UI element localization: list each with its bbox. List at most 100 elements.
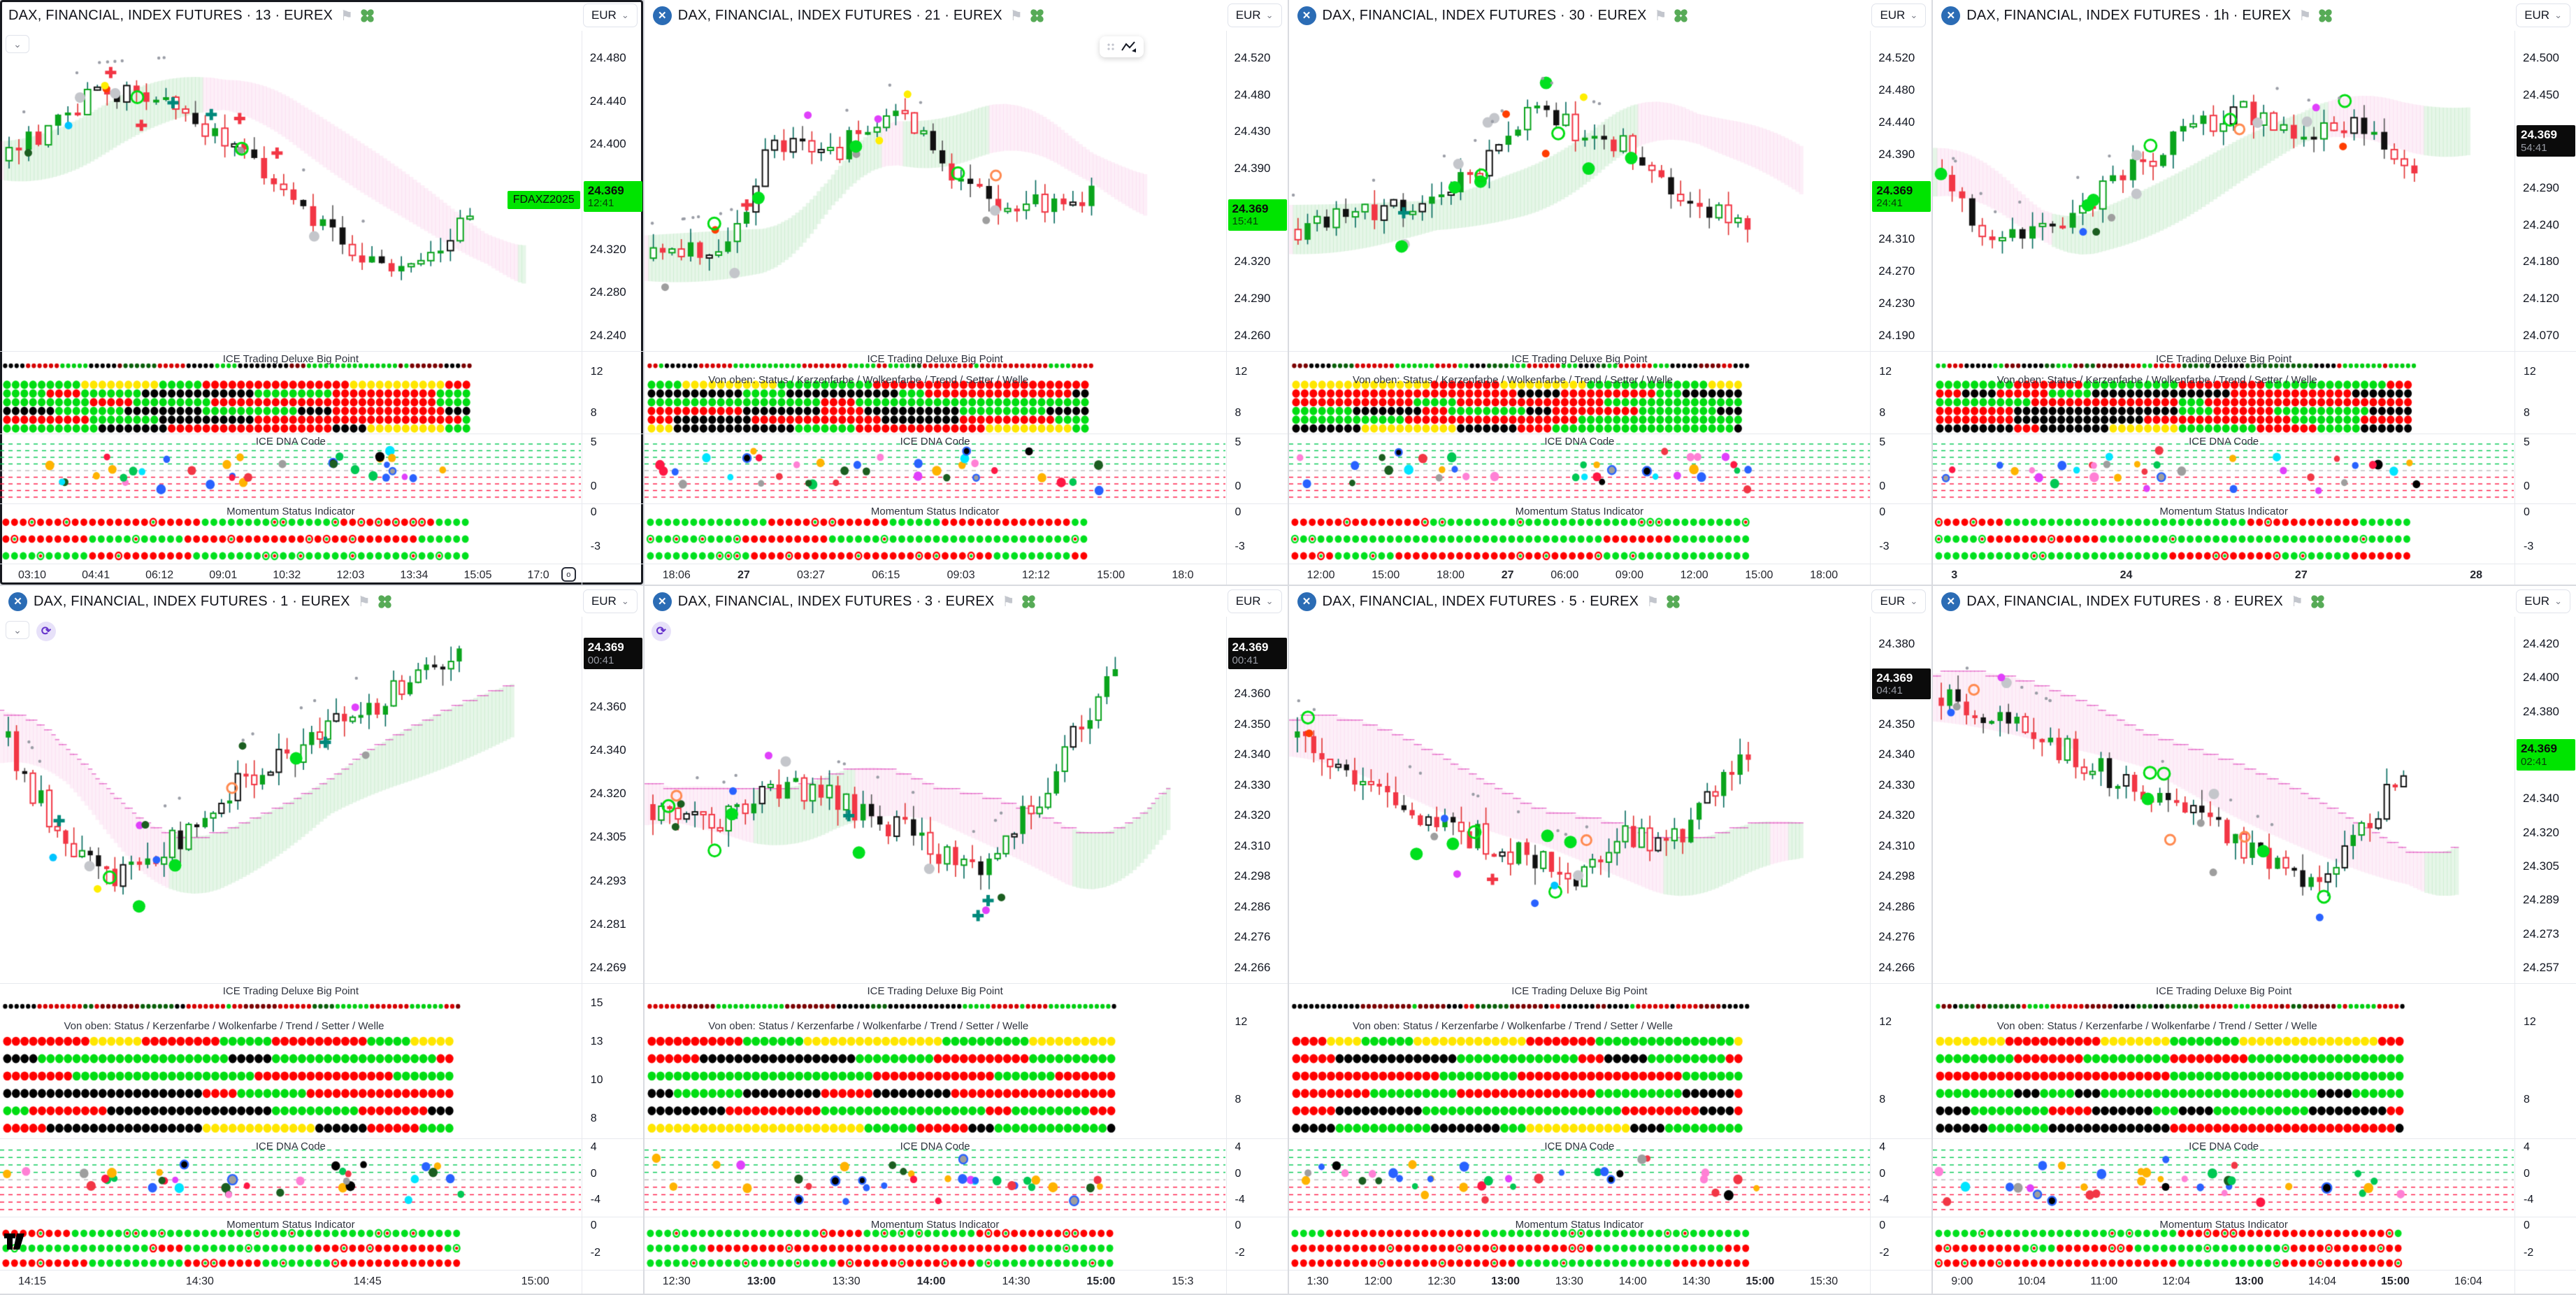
price-chart-area[interactable] xyxy=(1288,31,1871,351)
momentum-axis[interactable]: 0 -3 xyxy=(1225,503,1288,564)
dna-indicator-area[interactable]: ICE DNA Code xyxy=(644,1138,1226,1217)
momentum-canvas[interactable] xyxy=(1288,504,1870,564)
time-axis[interactable]: 12:30 13:00 13:30 14:00 14:30 15:00 15:3 xyxy=(644,1270,1226,1294)
big-point-indicator-area[interactable]: ICE Trading Deluxe Big Point Von oben: S… xyxy=(644,351,1226,434)
panel-title[interactable]: DAX, FINANCIAL, INDEX FUTURES · 8 · EURE… xyxy=(1966,593,2283,609)
price-chart-canvas[interactable] xyxy=(644,31,1225,351)
momentum-axis[interactable]: 0 -3 xyxy=(1870,503,1932,564)
dna-indicator-area[interactable]: ICE DNA Code xyxy=(1288,434,1871,503)
dna-indicator-area[interactable]: ICE DNA Code xyxy=(1288,1138,1871,1217)
price-axis[interactable]: 24.520 24.480 24.430 24.390 24.369 15:41 24.32… xyxy=(1225,31,1288,351)
panel-title[interactable]: DAX, FINANCIAL, INDEX FUTURES · 5 · EURE… xyxy=(1322,593,1639,609)
clover-icon[interactable] xyxy=(377,594,393,610)
big-point-indicator-area[interactable]: ICE Trading Deluxe Big Point Von oben: S… xyxy=(644,983,1226,1138)
refresh-icon[interactable]: ⟳ xyxy=(651,622,671,641)
big-point-indicator-area[interactable]: ICE Trading Deluxe Big Point Von oben: S… xyxy=(1933,983,2514,1138)
momentum-indicator-area[interactable]: Momentum Status Indicator xyxy=(0,1217,582,1270)
panel-title[interactable]: DAX, FINANCIAL, INDEX FUTURES · 3 · EURE… xyxy=(677,593,995,609)
panel-title[interactable]: DAX, FINANCIAL, INDEX FUTURES · 30 · EUR… xyxy=(1322,7,1647,23)
momentum-axis[interactable]: 0 -3 xyxy=(581,503,643,564)
tradingview-logo[interactable] xyxy=(4,1232,31,1254)
panel-title[interactable]: DAX, FINANCIAL, INDEX FUTURES · 1 · EURE… xyxy=(34,593,350,609)
clover-icon[interactable] xyxy=(1665,594,1681,610)
momentum-axis[interactable]: 0 -2 xyxy=(1870,1217,1932,1270)
dna-canvas[interactable] xyxy=(1288,434,1870,503)
time-axis[interactable]: 9:00 10:04 11:00 12:04 13:00 14:04 15:00 16:04 xyxy=(1933,1270,2514,1294)
big-point-canvas[interactable] xyxy=(0,984,581,1138)
clover-icon[interactable] xyxy=(359,8,375,24)
big-point-axis[interactable]: 12 8 xyxy=(1225,983,1288,1138)
currency-dropdown[interactable]: EUR ⌄ xyxy=(1871,589,1927,613)
big-point-indicator-area[interactable]: ICE Trading Deluxe Big Point Von oben: S… xyxy=(1933,351,2514,434)
clock-icon[interactable]: o xyxy=(561,567,576,582)
momentum-axis[interactable]: 0 -2 xyxy=(2514,1217,2576,1270)
clover-icon[interactable] xyxy=(2317,8,2333,24)
price-chart-canvas[interactable] xyxy=(1933,31,2514,351)
dna-canvas[interactable] xyxy=(0,1139,581,1217)
big-point-axis[interactable]: 12 8 xyxy=(581,351,643,434)
dna-canvas[interactable] xyxy=(1288,1139,1870,1217)
momentum-axis[interactable]: 0 -2 xyxy=(1225,1217,1288,1270)
currency-dropdown[interactable]: EUR ⌄ xyxy=(1227,3,1282,27)
drag-handle-icon[interactable] xyxy=(1106,42,1116,52)
dna-indicator-area[interactable]: ICE DNA Code xyxy=(644,434,1226,503)
big-point-canvas[interactable] xyxy=(0,352,581,434)
dna-canvas[interactable] xyxy=(0,434,581,503)
currency-dropdown[interactable]: EUR ⌄ xyxy=(1871,3,1927,27)
clover-icon[interactable] xyxy=(1021,594,1037,610)
big-point-indicator-area[interactable]: ICE Trading Deluxe Big Point xyxy=(0,351,582,434)
price-chart-canvas[interactable] xyxy=(0,617,581,983)
momentum-canvas[interactable] xyxy=(1933,1217,2514,1270)
refresh-icon[interactable]: ⟳ xyxy=(36,622,56,641)
price-axis[interactable]: 24.520 24.480 24.440 24.390 24.369 24:41 24.31… xyxy=(1870,31,1931,351)
currency-dropdown[interactable]: EUR ⌄ xyxy=(2516,589,2570,613)
price-chart-area[interactable] xyxy=(644,31,1226,351)
dna-canvas[interactable] xyxy=(644,1139,1225,1217)
momentum-axis[interactable]: 0 -3 xyxy=(2514,503,2576,564)
momentum-indicator-area[interactable]: Momentum Status Indicator xyxy=(1933,503,2514,564)
price-chart-area[interactable] xyxy=(1288,617,1871,983)
clover-icon[interactable] xyxy=(1673,8,1689,24)
price-chart-canvas[interactable] xyxy=(1288,31,1870,351)
time-axis[interactable]: 12:00 15:00 18:00 27 06:00 09:00 12:00 15:00 18:… xyxy=(1288,564,1871,585)
price-axis[interactable]: 24.480 24.440 24.400 24.369 12:41 24.320 24.28… xyxy=(581,31,643,351)
big-point-axis[interactable]: 12 8 xyxy=(2514,351,2576,434)
price-axis[interactable]: 24.369 00:41 24.360 24.340 24.320 24.305 24.29… xyxy=(581,617,643,983)
flag-icon[interactable]: ⚑ xyxy=(357,594,370,610)
dna-canvas[interactable] xyxy=(644,434,1225,503)
momentum-canvas[interactable] xyxy=(0,504,581,564)
big-point-canvas[interactable] xyxy=(1288,984,1870,1138)
price-chart-area[interactable]: ⌄ ⟳ xyxy=(0,617,582,983)
panel-title[interactable]: DAX, FINANCIAL, INDEX FUTURES · 21 · EUR… xyxy=(677,7,1002,23)
price-axis[interactable]: 24.380 24.369 04:41 24.350 24.340 24.330 24.32… xyxy=(1870,617,1931,983)
price-chart-area[interactable]: ⟳ xyxy=(644,617,1226,983)
dna-axis[interactable]: 4 0 -4 xyxy=(1225,1138,1288,1217)
momentum-indicator-area[interactable]: Momentum Status Indicator xyxy=(0,503,582,564)
price-axis[interactable]: 24.500 24.450 24.369 54:41 24.290 24.240 24.18… xyxy=(2514,31,2576,351)
currency-dropdown[interactable]: EUR ⌄ xyxy=(582,589,638,613)
price-axis[interactable]: 24.369 00:41 24.360 24.350 24.340 24.330 24.32… xyxy=(1225,617,1288,983)
big-point-axis[interactable]: 12 8 xyxy=(1870,351,1932,434)
big-point-canvas[interactable] xyxy=(644,984,1225,1138)
flag-icon[interactable]: ⚑ xyxy=(2290,594,2303,610)
panel-title[interactable]: DAX, FINANCIAL, INDEX FUTURES · 13 · EUR… xyxy=(8,7,333,23)
dna-axis[interactable]: 4 0 -4 xyxy=(1870,1138,1932,1217)
price-chart-area[interactable]: FDAXZ2025 ⌄ xyxy=(0,31,582,351)
currency-dropdown[interactable]: EUR ⌄ xyxy=(582,3,638,27)
price-chart-canvas[interactable] xyxy=(644,617,1225,983)
momentum-canvas[interactable] xyxy=(1288,1217,1870,1270)
price-chart-area[interactable] xyxy=(1933,617,2514,983)
price-chart-canvas[interactable] xyxy=(0,31,581,351)
time-axis[interactable]: 03:10 04:41 06:12 09:01 10:32 12:03 13:34 15:05… xyxy=(0,564,582,585)
clover-icon[interactable] xyxy=(2310,594,2326,610)
big-point-canvas[interactable] xyxy=(1288,352,1870,434)
time-axis[interactable]: 18:06 27 03:27 06:15 09:03 12:12 15:00 18:0 xyxy=(644,564,1226,585)
momentum-indicator-area[interactable]: Momentum Status Indicator xyxy=(1288,1217,1871,1270)
big-point-axis[interactable]: 12 8 xyxy=(1225,351,1288,434)
momentum-indicator-area[interactable]: Momentum Status Indicator xyxy=(1288,503,1871,564)
momentum-canvas[interactable] xyxy=(1933,504,2514,564)
floating-toolbar[interactable] xyxy=(1099,36,1144,57)
panel-title[interactable]: DAX, FINANCIAL, INDEX FUTURES · 1h · EUR… xyxy=(1966,7,2291,23)
